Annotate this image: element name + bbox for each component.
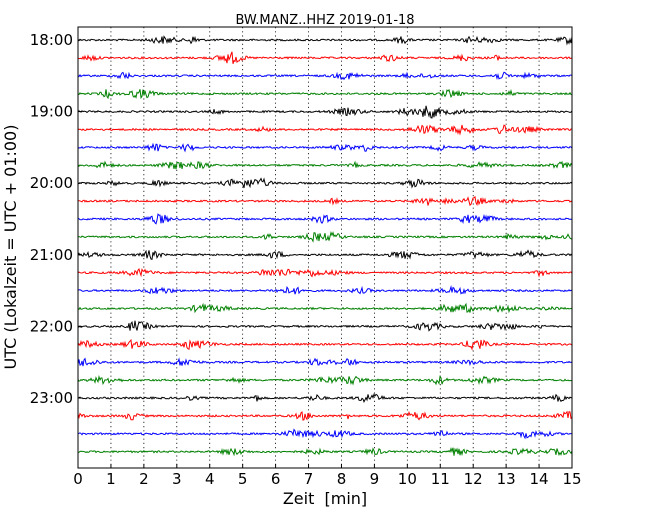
- x-tick-label-0: 0: [73, 470, 83, 488]
- x-tick-label-5: 5: [238, 470, 248, 488]
- y-tick-label-18:00: 18:00: [30, 31, 73, 49]
- chart-title: BW.MANZ..HHZ 2019-01-18: [235, 13, 414, 28]
- x-tick-label-2: 2: [139, 470, 149, 488]
- y-tick-label-23:00: 23:00: [30, 389, 73, 407]
- x-tick-label-3: 3: [172, 470, 182, 488]
- y-tick-label-20:00: 20:00: [30, 174, 73, 192]
- trace-row-1845: [77, 88, 573, 100]
- x-axis-ticks: 0 1 2 3 4 5 6 7 8 9 10 11 12 13 14 15: [73, 464, 582, 488]
- y-tick-label-22:00: 22:00: [30, 317, 73, 335]
- trace-row-2130: [77, 285, 573, 295]
- x-tick-label-9: 9: [370, 470, 380, 488]
- trace-row-2145: [77, 302, 573, 314]
- trace-row-2230: [77, 357, 573, 367]
- x-tick-label-13: 13: [497, 470, 516, 488]
- y-tick-label-19:00: 19:00: [30, 103, 73, 121]
- seismic-traces: [77, 35, 573, 457]
- trace-row-2045: [77, 231, 573, 243]
- trace-row-2115: [77, 268, 573, 278]
- x-axis-label: Zeit [min]: [283, 489, 367, 508]
- x-tick-label-15: 15: [562, 470, 581, 488]
- trace-row-2245: [77, 374, 573, 386]
- trace-row-1830: [77, 71, 573, 81]
- trace-row-2200: [77, 320, 573, 332]
- x-tick-label-7: 7: [304, 470, 314, 488]
- y-axis-label: UTC (Lokalzeit = UTC + 01:00): [1, 125, 20, 370]
- x-tick-label-6: 6: [271, 470, 281, 488]
- x-tick-label-11: 11: [431, 470, 450, 488]
- x-tick-label-4: 4: [205, 470, 215, 488]
- trace-row-1900: [77, 105, 573, 119]
- trace-row-1930: [77, 142, 573, 153]
- x-tick-label-8: 8: [337, 470, 347, 488]
- trace-row-2330: [77, 428, 573, 440]
- trace-row-2345: [77, 446, 573, 457]
- x-tick-label-1: 1: [106, 470, 116, 488]
- trace-row-2015: [77, 195, 573, 207]
- x-tick-label-14: 14: [530, 470, 549, 488]
- trace-row-2100: [77, 249, 573, 260]
- trace-row-2300: [77, 393, 573, 404]
- y-axis-ticks: 18:00 19:00 20:00 21:00 22:00 23:00: [30, 31, 82, 407]
- x-tick-label-12: 12: [464, 470, 483, 488]
- trace-row-1815: [77, 51, 573, 64]
- plot-frame: [77, 26, 573, 469]
- y-tick-label-21:00: 21:00: [30, 246, 73, 264]
- trace-row-2030: [77, 213, 573, 225]
- trace-row-2215: [77, 338, 573, 351]
- trace-row-1800: [77, 35, 573, 46]
- x-tick-label-10: 10: [398, 470, 417, 488]
- trace-row-2315: [77, 410, 573, 421]
- trace-row-1945: [77, 160, 573, 170]
- trace-row-2000: [77, 177, 573, 189]
- trace-row-1915: [77, 124, 573, 136]
